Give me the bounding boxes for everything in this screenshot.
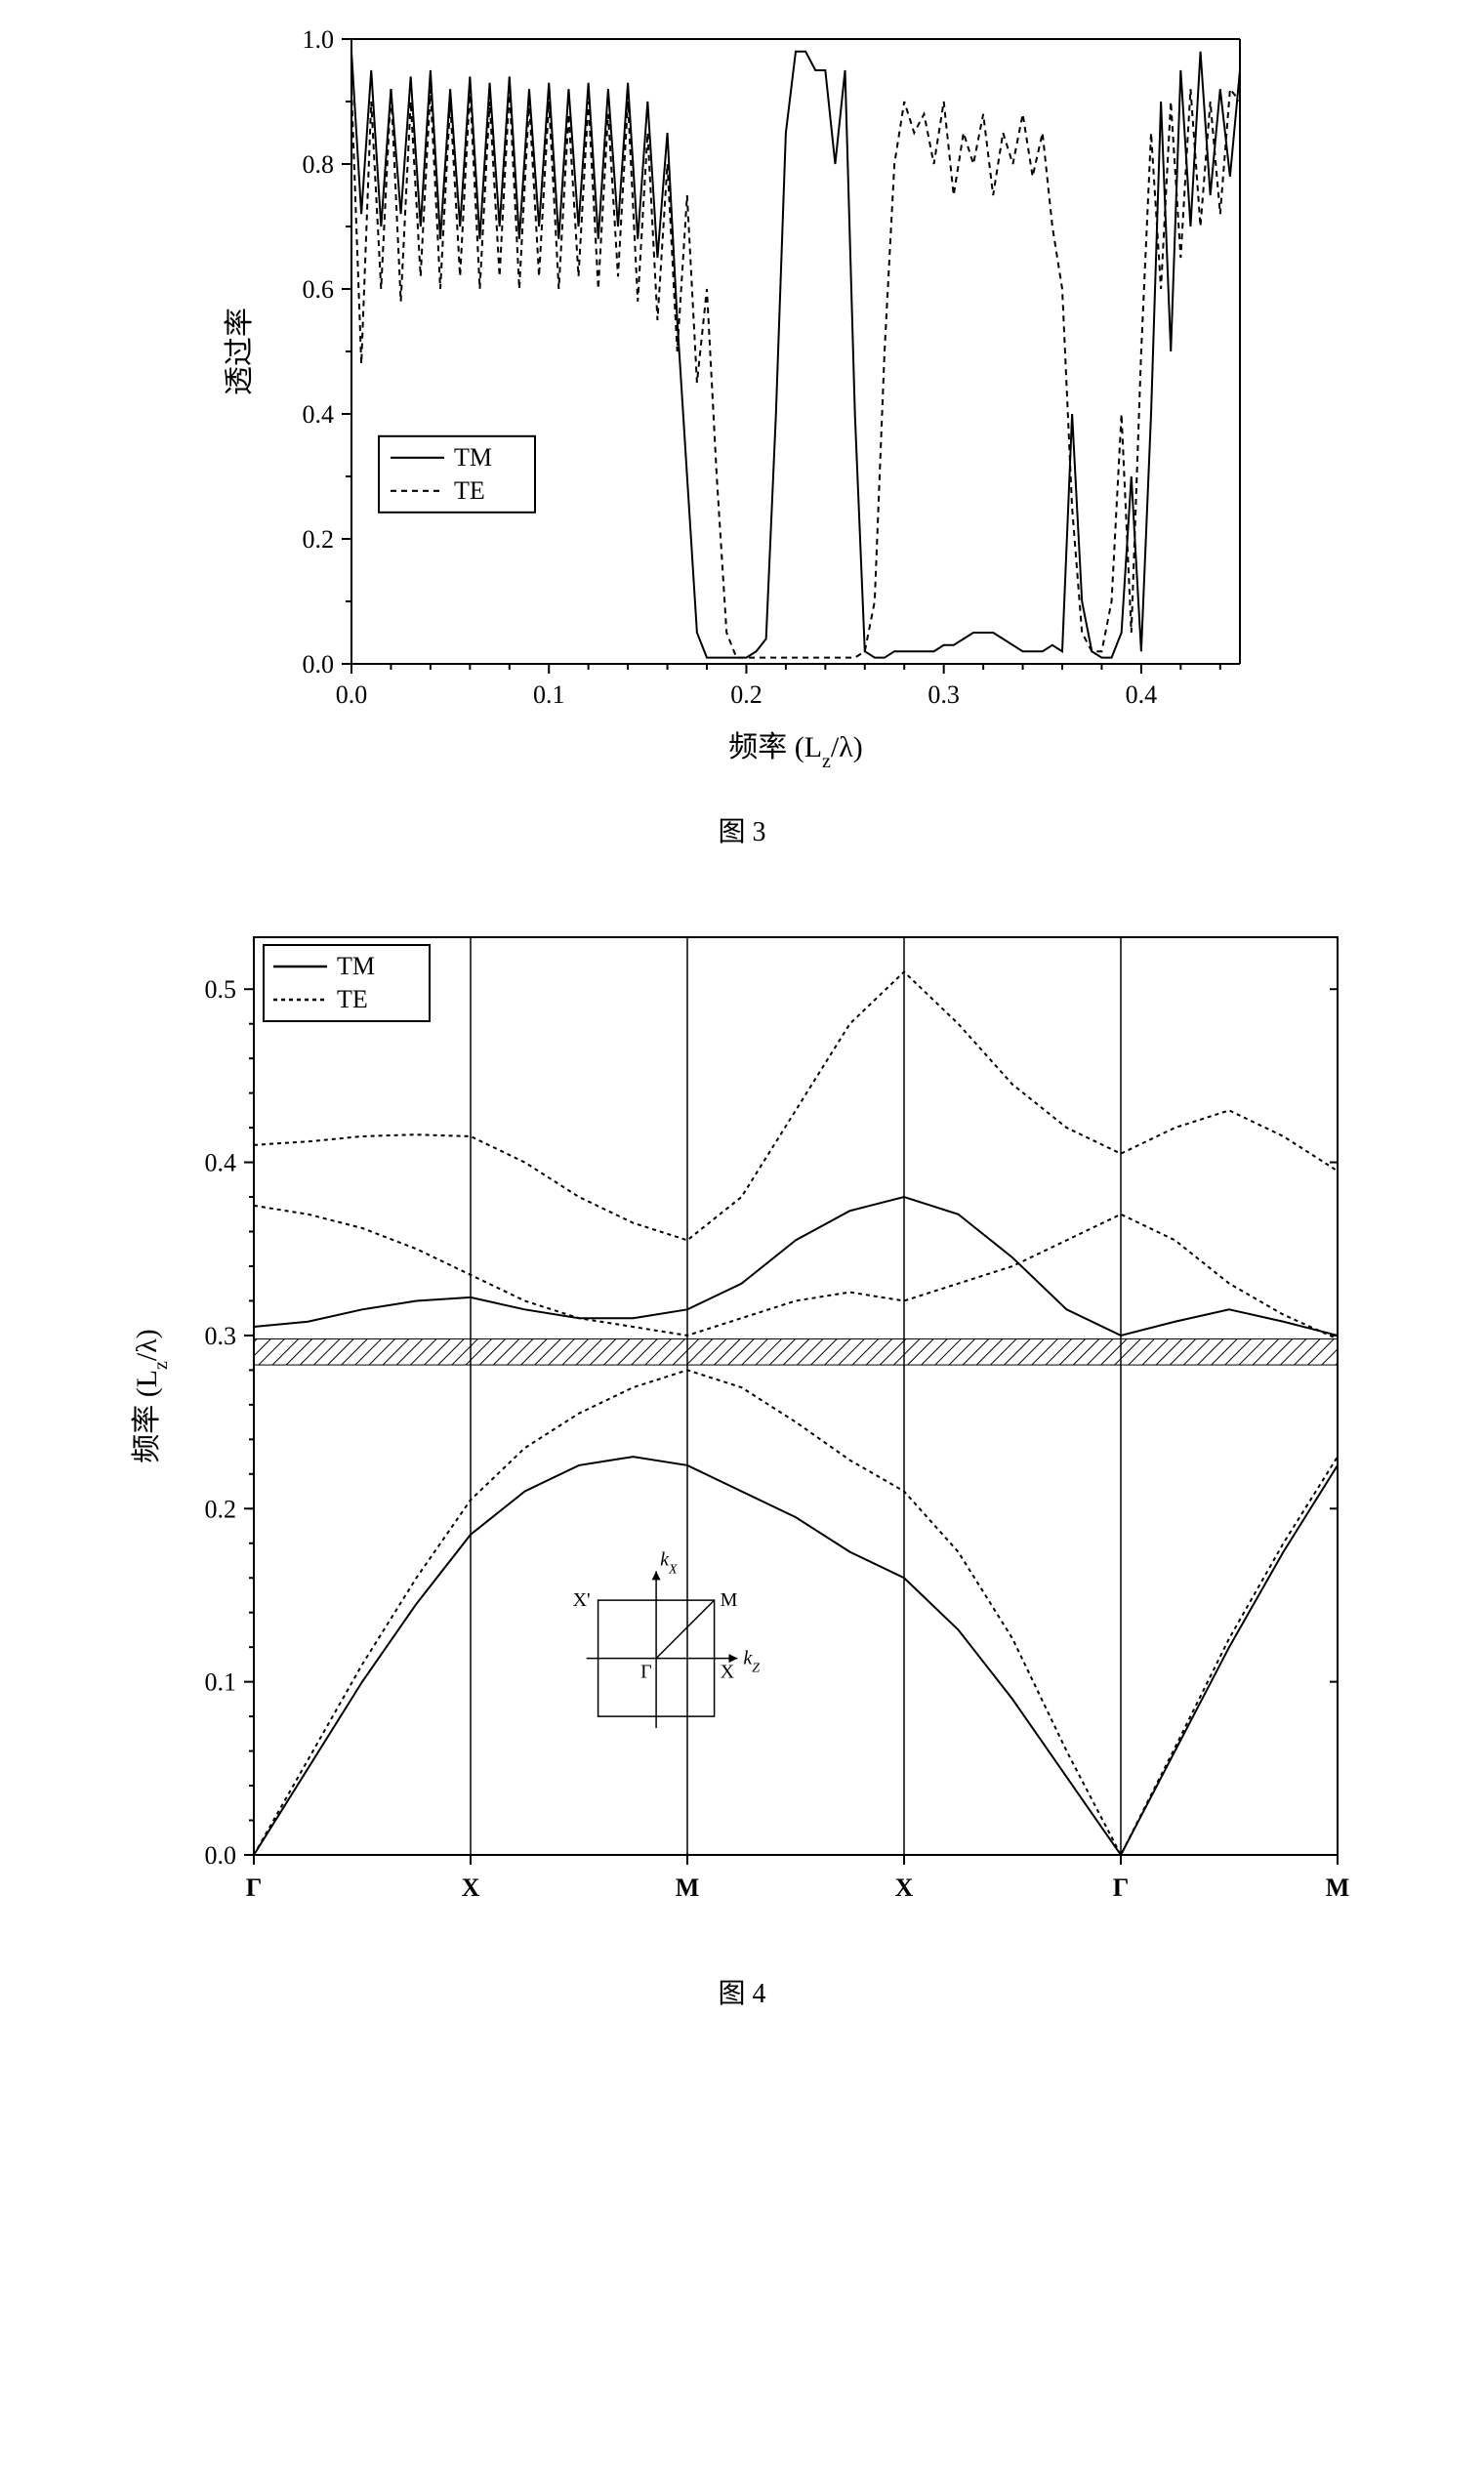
svg-text:X: X	[462, 1873, 480, 1902]
svg-text:0.1: 0.1	[205, 1668, 237, 1697]
svg-text:0.0: 0.0	[303, 650, 335, 679]
svg-text:0.4: 0.4	[205, 1149, 237, 1177]
svg-text:kX: kX	[660, 1548, 678, 1577]
svg-text:0.4: 0.4	[303, 400, 335, 429]
figure-4: Γ X M X Γ M 0.0 0.1 0.2 0.3 0.4 0.5 频率 (Lz/λ) TM TE Γ X X…	[20, 908, 1464, 2011]
svg-text:Γ: Γ	[246, 1873, 263, 1902]
svg-text:TM: TM	[454, 443, 492, 472]
svg-text:0.4: 0.4	[1126, 680, 1158, 709]
svg-text:0.8: 0.8	[303, 150, 335, 179]
svg-text:Γ: Γ	[1113, 1873, 1130, 1902]
svg-text:TE: TE	[337, 985, 368, 1013]
svg-text:0.1: 0.1	[533, 680, 565, 709]
svg-text:X: X	[721, 1662, 735, 1683]
svg-text:频率 (Lz/λ): 频率 (Lz/λ)	[728, 731, 863, 772]
svg-text:X: X	[895, 1873, 914, 1902]
svg-text:0.2: 0.2	[205, 1495, 237, 1523]
svg-text:M: M	[721, 1589, 738, 1611]
svg-text:0.0: 0.0	[336, 680, 368, 709]
svg-text:0.2: 0.2	[303, 525, 335, 554]
svg-text:0.3: 0.3	[205, 1322, 237, 1350]
fig4-chart: Γ X M X Γ M 0.0 0.1 0.2 0.3 0.4 0.5 频率 (Lz/λ) TM TE Γ X X…	[107, 908, 1377, 1943]
svg-text:0.6: 0.6	[303, 275, 335, 304]
svg-text:频率 (Lz/λ): 频率 (Lz/λ)	[131, 1329, 172, 1463]
figure-3: 0.0 0.2 0.4 0.6 0.8 1.0 0.0 0.1 0.2 0.3 0.4 频率 (Lz/…	[20, 20, 1464, 849]
svg-text:kZ: kZ	[743, 1648, 760, 1676]
svg-text:M: M	[1326, 1873, 1350, 1902]
svg-text:M: M	[676, 1873, 700, 1902]
svg-text:透过率: 透过率	[224, 308, 256, 395]
svg-text:0.3: 0.3	[928, 680, 960, 709]
svg-text:0.5: 0.5	[205, 975, 237, 1004]
svg-text:0.2: 0.2	[730, 680, 763, 709]
fig4-caption: 图 4	[20, 1972, 1464, 2011]
fig3-chart: 0.0 0.2 0.4 0.6 0.8 1.0 0.0 0.1 0.2 0.3 0.4 频率 (Lz/…	[205, 20, 1279, 781]
svg-text:0.0: 0.0	[205, 1841, 237, 1870]
fig3-caption: 图 3	[20, 810, 1464, 849]
svg-text:X': X'	[573, 1589, 591, 1611]
svg-text:1.0: 1.0	[303, 25, 335, 54]
svg-text:TE: TE	[454, 476, 485, 505]
svg-text:Γ: Γ	[640, 1662, 652, 1683]
svg-text:TM: TM	[337, 952, 375, 980]
